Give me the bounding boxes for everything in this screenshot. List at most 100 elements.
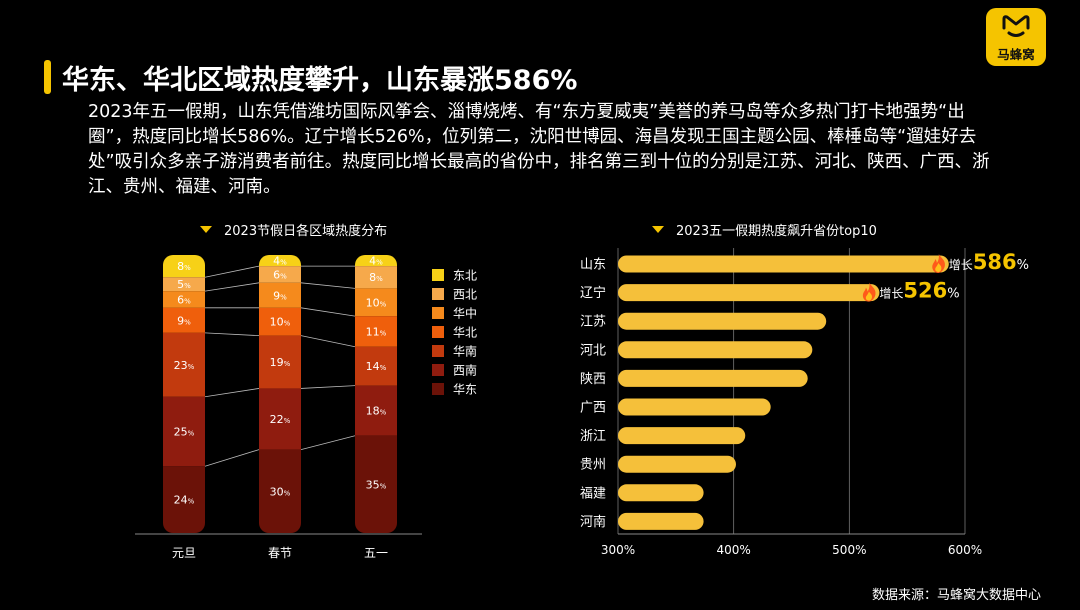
fire-icon-inner [935,263,942,272]
bar-河南 [618,512,704,530]
data-label-华北: 10% [270,316,291,329]
legend-label-东北: 东北 [453,269,477,283]
x-tick-label: 元旦 [172,546,196,560]
data-label-西南: 22% [270,413,291,426]
stack-segment-华北 [163,307,205,333]
bar-河北 [618,341,813,359]
legend-swatch-西南 [432,364,444,376]
logo-m-icon [1002,15,1030,37]
stack-segment-西北 [259,266,301,283]
data-label-华北: 11% [366,325,387,338]
connector-line [300,385,356,389]
stacked-bar-chart: 8%5%6%9%23%25%24%元旦4%6%9%10%19%22%30%春节4… [135,255,477,560]
title-accent-bar [44,60,51,94]
bar-福建 [618,484,704,502]
data-label-华中: 6% [177,293,191,306]
legend-swatch-华中 [432,307,444,319]
fire-icon [862,282,876,302]
data-label-东北: 8% [177,260,191,273]
connector-line [204,449,260,467]
data-label-华东: 30% [270,485,291,498]
bar-陕西 [618,369,808,387]
data-label-华东: 35% [366,478,387,491]
stack-segment-东北 [163,255,205,278]
data-label-华中: 10% [366,296,387,309]
bar-贵州 [618,455,736,473]
stack-segment-西北 [163,277,205,292]
bar-广西 [618,398,771,416]
stack-segment-华北 [259,307,301,336]
data-source: 数据来源：马蜂窝大数据中心 [872,588,1042,603]
data-label-西北: 5% [177,278,191,291]
stack-segment-西南 [355,385,397,436]
connector-line [300,335,356,348]
brand-logo: 马蜂窝 [986,8,1046,66]
connector-line [300,282,356,289]
stack-segment-华中 [259,282,301,308]
data-label-东北: 4% [369,255,383,268]
fire-icon [932,254,945,273]
bar-江苏 [618,312,827,330]
legend-label-华北: 华北 [453,326,477,340]
data-label-华南: 23% [174,359,195,372]
x-tick-label: 五一 [364,546,388,560]
legend-label-华中: 华中 [453,306,477,321]
y-tick-label: 浙江 [580,429,606,444]
y-tick-label: 广西 [580,401,606,416]
connector-line [204,388,260,398]
bar-山东 [618,255,949,273]
data-label-西北: 8% [369,271,383,284]
stack-segment-华中 [355,288,397,317]
intro-paragraph: 2023年五一假期，山东凭借潍坊国际风筝会、淄博烧烤、有“东方夏威夷”美誉的养马… [88,102,990,197]
data-label-西北: 6% [273,268,287,281]
stack-segment-东北 [355,255,397,267]
stack-segment-东北 [259,255,301,267]
x-tick-label: 300% [601,543,635,557]
y-tick-label: 江苏 [580,314,606,330]
data-label-西南: 18% [366,405,387,418]
stack-segment-华东 [355,435,397,533]
connector-line [204,282,260,292]
data-label-华中: 9% [273,289,287,302]
stack-segment-华中 [163,291,205,308]
stack-segment-华东 [163,466,205,533]
legend-label-西南: 西南 [453,363,477,378]
connector-line [204,332,260,337]
bar-chart-title-text: 2023五一假期热度飙升省份top10 [676,224,877,239]
x-tick-label: 600% [948,543,982,557]
y-tick-label: 福建 [580,486,606,501]
growth-annotation-辽宁: 增长526% [879,279,959,303]
x-tick-label: 500% [832,543,866,557]
bar-辽宁 [618,284,880,302]
connector-line [300,435,356,450]
bar-浙江 [618,427,746,445]
stacked-column-元旦 [163,255,205,533]
data-label-东北: 4% [273,255,287,268]
data-label-华东: 24% [174,494,195,507]
data-label-华南: 19% [270,356,291,369]
growth-annotation-山东: 增长586% [949,250,1029,274]
legend-label-华南: 华南 [453,344,477,359]
y-tick-label: 辽宁 [580,285,606,301]
y-tick-label: 河北 [580,343,606,358]
x-tick-label: 400% [717,543,751,557]
data-label-华南: 14% [366,360,387,373]
data-label-西南: 25% [174,426,195,439]
legend-swatch-华东 [432,383,444,395]
connector-line [204,265,260,278]
stack-segment-华南 [259,335,301,389]
stack-segment-西南 [259,388,301,450]
stack-segment-华南 [355,346,397,386]
stacked-chart-title: 2023节假日各区域热度分布 [200,220,387,239]
y-tick-label: 贵州 [580,458,606,473]
legend-swatch-华北 [432,326,444,338]
stack-segment-西北 [355,266,397,289]
stack-segment-华东 [259,449,301,533]
legend-swatch-西北 [432,288,444,300]
legend-label-华东: 华东 [453,383,477,397]
connector-line [300,307,356,317]
triangle-marker-icon [652,226,664,233]
stack-segment-华北 [355,316,397,347]
stacked-chart-title-text: 2023节假日各区域热度分布 [224,224,388,239]
